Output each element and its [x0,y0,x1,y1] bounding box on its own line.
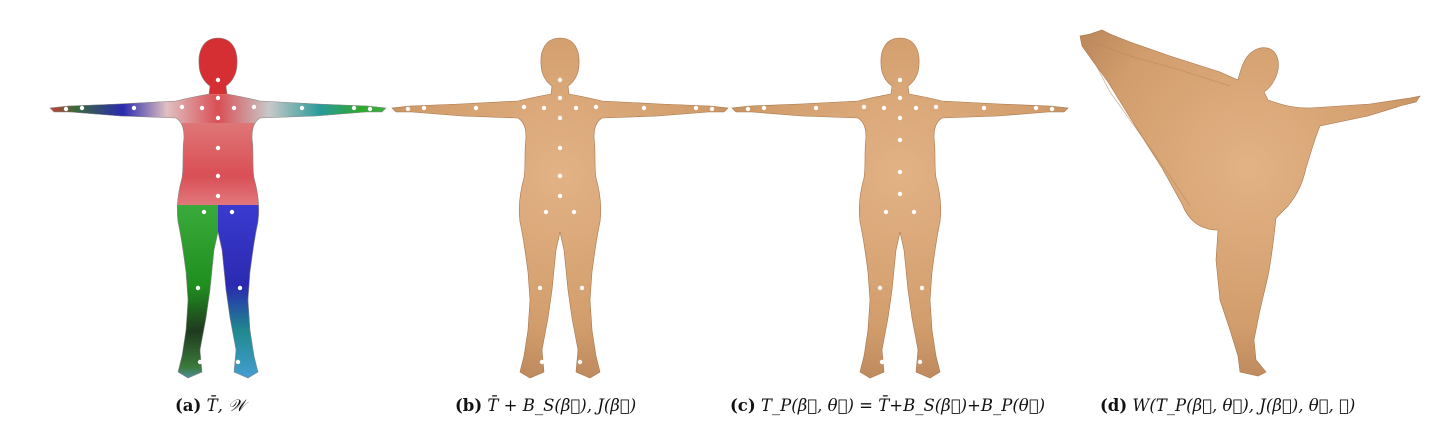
caption-d: (d) W(T_P(β⃗, θ⃗), J(β⃗), θ⃗, 𝒲) [1100,396,1355,415]
joint-marker [919,285,925,291]
joint-marker [195,285,201,291]
joint-marker [897,115,903,121]
joint-marker [577,359,583,365]
joint-marker [761,105,767,111]
body-mesh-pose-corrected [731,37,1069,379]
joint-marker [877,285,883,291]
joint-marker [579,285,585,291]
joint-marker [215,193,221,199]
posed-body-silhouette [1079,29,1421,377]
joint-marker [215,77,221,83]
joint-marker [897,191,903,197]
joint-marker [861,104,867,110]
caption-b-formula: T̄ + B_S(β⃗), J(β⃗) [487,396,637,415]
joint-marker [571,209,577,215]
joint-marker [215,145,221,151]
joint-marker [557,77,563,83]
panel-a [48,0,388,390]
body-mesh-posed [1079,29,1421,377]
joint-marker [641,105,647,111]
joint-marker [131,105,137,111]
joint-marker [933,104,939,110]
panel-b [390,0,730,390]
caption-d-formula: W(T_P(β⃗, θ⃗), J(β⃗), θ⃗, 𝒲) [1132,396,1356,415]
panel-d [1070,0,1430,390]
joint-markers [405,77,715,365]
joint-markers [745,77,1055,365]
joint-marker [229,209,235,215]
joint-marker [201,209,207,215]
joint-marker [557,95,563,101]
joint-marker [693,105,699,111]
joint-marker [231,105,237,111]
caption-c: (c) T_P(β⃗, θ⃗) = T̄+B_S(β⃗)+B_P(θ⃗) [730,396,1045,415]
joint-marker [541,105,547,111]
joint-marker [421,105,427,111]
joint-marker [557,173,563,179]
joint-marker [573,105,579,111]
caption-c-label: (c) [730,396,756,415]
joint-marker [709,106,715,112]
joint-marker [215,115,221,121]
joint-marker [1049,106,1055,112]
joint-marker [593,104,599,110]
joint-marker [883,209,889,215]
joint-marker [537,285,543,291]
joint-marker [881,105,887,111]
joint-marker [879,359,885,365]
joint-marker [557,193,563,199]
joint-marker [981,105,987,111]
joint-marker [215,173,221,179]
joint-marker [63,106,69,112]
joint-marker [897,137,903,143]
caption-d-label: (d) [1100,396,1128,415]
joint-marker [199,105,205,111]
joint-marker [299,105,305,111]
body-mesh-heatmap [49,37,387,379]
joint-marker [897,169,903,175]
joint-marker [917,359,923,365]
joint-marker [911,209,917,215]
joint-marker [1033,105,1039,111]
joint-marker [557,115,563,121]
joint-marker [539,359,545,365]
joint-marker [521,104,527,110]
caption-b-label: (b) [455,396,483,415]
joint-marker [813,105,819,111]
joint-marker [543,209,549,215]
caption-a-label: (a) [175,396,202,415]
joint-marker [235,359,241,365]
joint-marker [897,95,903,101]
joint-marker [237,285,243,291]
body-mesh-shaped [391,37,729,379]
joint-marker [251,104,257,110]
joint-marker [405,106,411,112]
joint-marker [79,105,85,111]
joint-marker [179,104,185,110]
panel-c [730,0,1070,390]
joint-marker [215,95,221,101]
joint-markers [63,77,373,365]
joint-marker [897,77,903,83]
caption-a: (a) T̄, 𝒲 [175,396,245,416]
joint-marker [473,105,479,111]
joint-marker [745,106,751,112]
caption-a-formula: T̄, 𝒲 [206,396,246,415]
joint-marker [913,105,919,111]
joint-marker [197,359,203,365]
caption-b: (b) T̄ + B_S(β⃗), J(β⃗) [455,396,636,415]
joint-marker [351,105,357,111]
joint-marker [367,106,373,112]
caption-c-formula: T_P(β⃗, θ⃗) = T̄+B_S(β⃗)+B_P(θ⃗) [760,396,1046,415]
joint-marker [557,145,563,151]
